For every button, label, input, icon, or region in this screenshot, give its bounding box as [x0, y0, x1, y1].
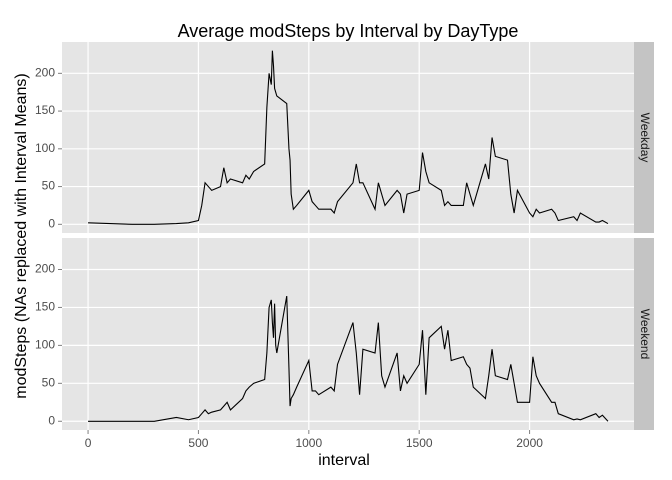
y-tick-label: 0: [48, 216, 55, 230]
x-tick-label: 1000: [295, 436, 322, 450]
data-line: [88, 50, 609, 225]
facet-label: Weekday: [638, 113, 652, 163]
y-tick-label: 100: [35, 141, 55, 155]
y-axis-label: modSteps (NAs replaced with Interval Mea…: [13, 73, 30, 398]
chart-title: Average modSteps by Interval by DayType: [178, 21, 519, 41]
y-tick-label: 200: [35, 66, 55, 80]
x-tick-label: 0: [85, 436, 92, 450]
y-tick-label: 100: [35, 338, 55, 352]
x-tick-label: 2000: [516, 436, 543, 450]
panel-background: [62, 238, 634, 430]
facet-strip: [634, 42, 654, 233]
x-tick-label: 1500: [406, 436, 433, 450]
y-tick-label: 150: [35, 300, 55, 314]
facet-label: Weekend: [638, 309, 652, 359]
facet-strip: [634, 238, 654, 430]
x-axis-label: interval: [318, 452, 370, 469]
panel-background: [62, 42, 634, 233]
y-tick-label: 150: [35, 103, 55, 117]
x-tick-label: 500: [188, 436, 208, 450]
y-tick-label: 50: [42, 179, 56, 193]
y-tick-label: 0: [48, 413, 55, 427]
y-tick-label: 50: [42, 375, 56, 389]
data-line: [88, 295, 609, 422]
y-tick-label: 200: [35, 262, 55, 276]
